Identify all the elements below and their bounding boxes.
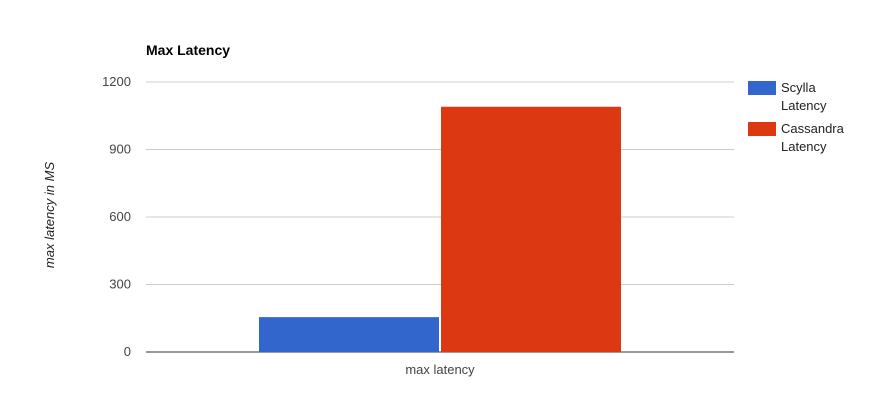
chart-title: Max Latency	[146, 42, 230, 58]
legend-swatch	[748, 122, 776, 136]
y-tick-label: 0	[124, 344, 131, 359]
y-axis-title: max latency in MS	[42, 162, 57, 269]
y-tick-label: 600	[109, 209, 131, 224]
legend-label-line: Latency	[781, 139, 827, 154]
legend-item-cassandra-latency[interactable]: Cassandra Latency	[748, 121, 845, 154]
legend-swatch	[748, 81, 776, 95]
bar-scylla-latency[interactable]	[259, 317, 439, 352]
legend-item-scylla-latency[interactable]: Scylla Latency	[748, 80, 827, 113]
bars	[259, 106, 621, 352]
legend[interactable]: Scylla Latency Cassandra Latency	[748, 80, 845, 154]
x-tick-label: max latency	[405, 362, 475, 377]
y-tick-label: 300	[109, 277, 131, 292]
y-tick-label: 900	[109, 142, 131, 157]
y-tick-label: 1200	[102, 74, 131, 89]
gridlines	[146, 81, 734, 353]
x-axis-ticks: max latency	[405, 362, 475, 377]
legend-label-line: Cassandra	[781, 121, 845, 136]
y-axis-ticks: 0 300 600 900 1200	[102, 74, 131, 359]
legend-label-line: Latency	[781, 98, 827, 113]
bar-cassandra-latency[interactable]	[441, 106, 621, 352]
legend-label-line: Scylla	[781, 80, 816, 95]
